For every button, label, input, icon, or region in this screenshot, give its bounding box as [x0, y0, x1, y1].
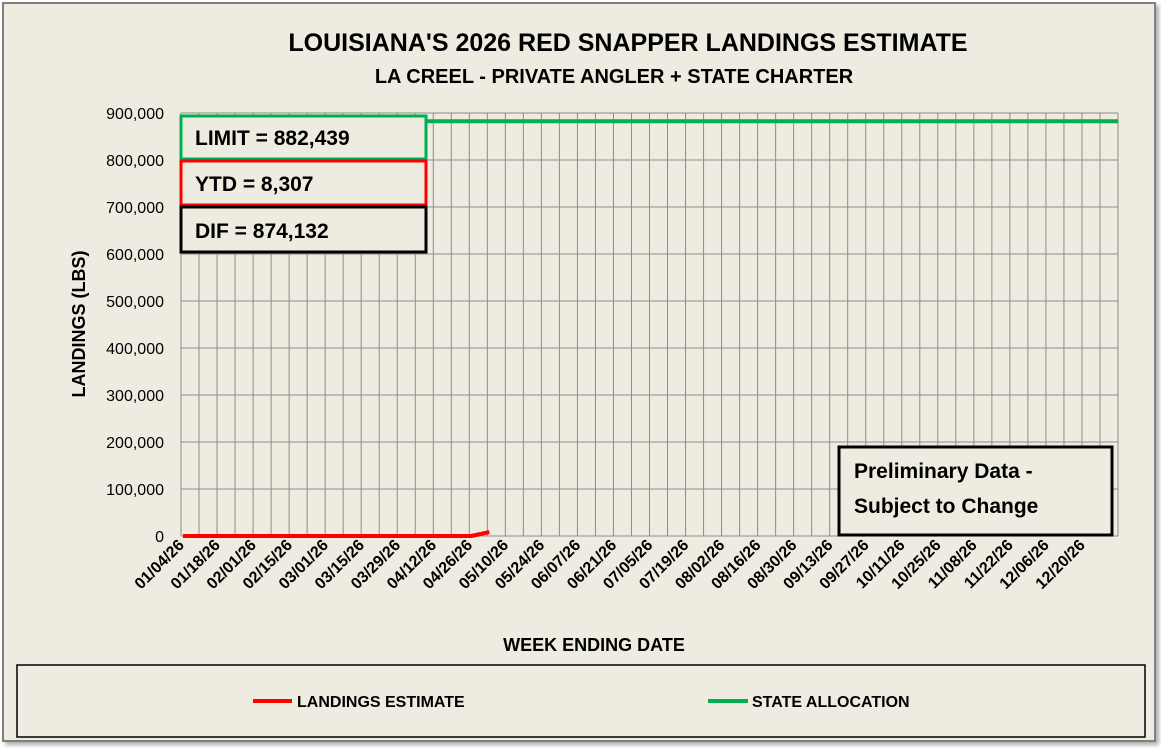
y-axis-title: LANDINGS (LBS): [69, 251, 89, 398]
y-tick-label: 0: [155, 529, 164, 546]
note-box: [837, 445, 1114, 537]
y-tick-label: 900,000: [106, 106, 164, 123]
chart-subtitle: LA CREEL - PRIVATE ANGLER + STATE CHARTE…: [375, 66, 854, 88]
x-axis-title: WEEK ENDING DATE: [503, 635, 685, 655]
legend-box: [16, 664, 1146, 738]
limit-box: [179, 114, 428, 161]
limit-text: LIMIT = 882,439: [195, 127, 350, 150]
series-landings-estimate: [183, 530, 490, 538]
y-tick-label: 200,000: [106, 435, 164, 452]
dif-text: DIF = 874,132: [195, 220, 329, 243]
dif-box: [179, 205, 428, 254]
note-line-2: Subject to Change: [854, 495, 1038, 518]
y-tick-label: 600,000: [106, 247, 164, 264]
y-tick-label: 100,000: [106, 482, 164, 499]
y-tick-label: 400,000: [106, 341, 164, 358]
ytd-text: YTD = 8,307: [195, 173, 313, 196]
ytd-box: [179, 159, 428, 207]
y-tick-label: 500,000: [106, 294, 164, 311]
y-tick-label: 300,000: [106, 388, 164, 405]
note-line-1: Preliminary Data -: [854, 460, 1033, 483]
y-tick-label: 700,000: [106, 200, 164, 217]
legend-label-allocation: STATE ALLOCATION: [752, 694, 910, 711]
chart-title: LOUISIANA'S 2026 RED SNAPPER LANDINGS ES…: [288, 29, 967, 57]
y-tick-label: 800,000: [106, 153, 164, 170]
y-axis-ticks: 0 100,000 200,000 300,000 400,000 500,000 600,…: [106, 106, 164, 546]
legend-label-landings: LANDINGS ESTIMATE: [297, 694, 465, 711]
